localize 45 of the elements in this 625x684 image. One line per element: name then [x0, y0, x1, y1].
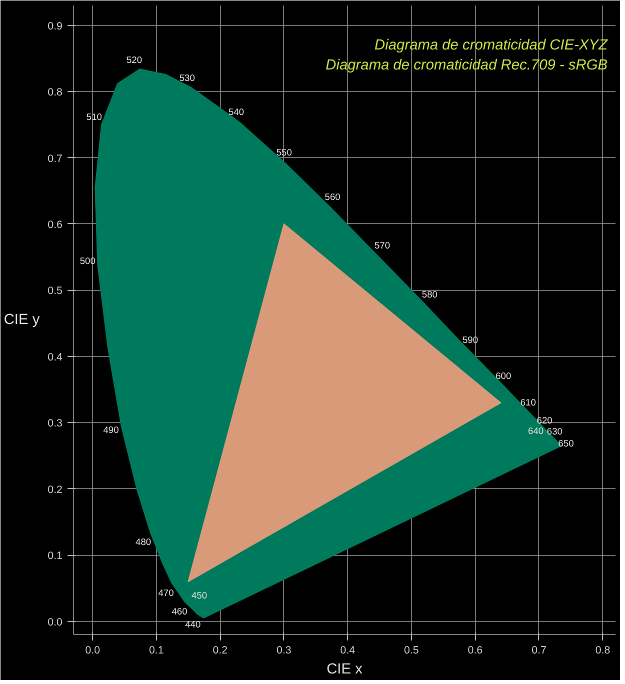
annotation: 640 — [528, 426, 544, 436]
annotation: 500 — [80, 256, 96, 266]
y-tick-label: 0.7 — [48, 152, 63, 165]
y-tick-label: 0.4 — [48, 351, 63, 364]
x-tick-label: 0.3 — [276, 644, 292, 656]
y-tick-label: 0.5 — [48, 285, 63, 298]
y-tick-label: 0.9 — [48, 20, 63, 32]
annotation: 460 — [172, 606, 188, 617]
annotation: 650 — [558, 438, 574, 449]
annotation: 560 — [324, 192, 340, 202]
annotation: 630 — [546, 426, 562, 436]
annotation: 530 — [179, 73, 195, 83]
x-tick-label: 0.1 — [148, 644, 164, 656]
x-tick-label: 0.5 — [404, 644, 419, 656]
x-axis-title: CIE x — [326, 662, 364, 678]
annotation: 590 — [462, 334, 478, 345]
y-tick-label: 0.0 — [48, 616, 63, 628]
annotation: 570 — [374, 240, 390, 250]
x-tick-label: 0.2 — [212, 644, 228, 656]
annotation: 620 — [536, 416, 552, 426]
y-tick-label: 0.1 — [48, 550, 63, 562]
x-tick-label: 0.8 — [595, 644, 610, 656]
annotation: 470 — [158, 588, 174, 598]
y-tick-label: 0.3 — [48, 418, 63, 430]
annotation: 600 — [496, 370, 512, 381]
annotation: 550 — [276, 148, 292, 158]
x-tick-label: 0.6 — [468, 644, 483, 656]
y-axis-title: CIE y — [4, 312, 40, 328]
x-tick-label: 0.0 — [85, 644, 100, 656]
annotation: 540 — [228, 106, 244, 117]
y-tick-label: 0.2 — [48, 484, 63, 496]
annotation: 520 — [126, 55, 142, 66]
x-tick-label: 0.4 — [340, 644, 356, 656]
annotation: 450 — [192, 590, 208, 600]
x-tick-label: 0.7 — [532, 644, 546, 656]
annotation: 610 — [520, 398, 536, 408]
y-tick-label: 0.8 — [48, 86, 63, 99]
annotation: 580 — [422, 290, 438, 300]
annotation: 490 — [103, 425, 119, 436]
text: Diagrama de cromaticidad Rec.709 - sRGB — [326, 58, 608, 74]
annotation: 440 — [185, 620, 201, 630]
annotation: 480 — [136, 536, 152, 547]
annotation: 510 — [86, 112, 102, 122]
y-tick-label: 0.6 — [48, 218, 63, 231]
text: Diagrama de cromaticidad CIE-XYZ — [374, 38, 609, 54]
